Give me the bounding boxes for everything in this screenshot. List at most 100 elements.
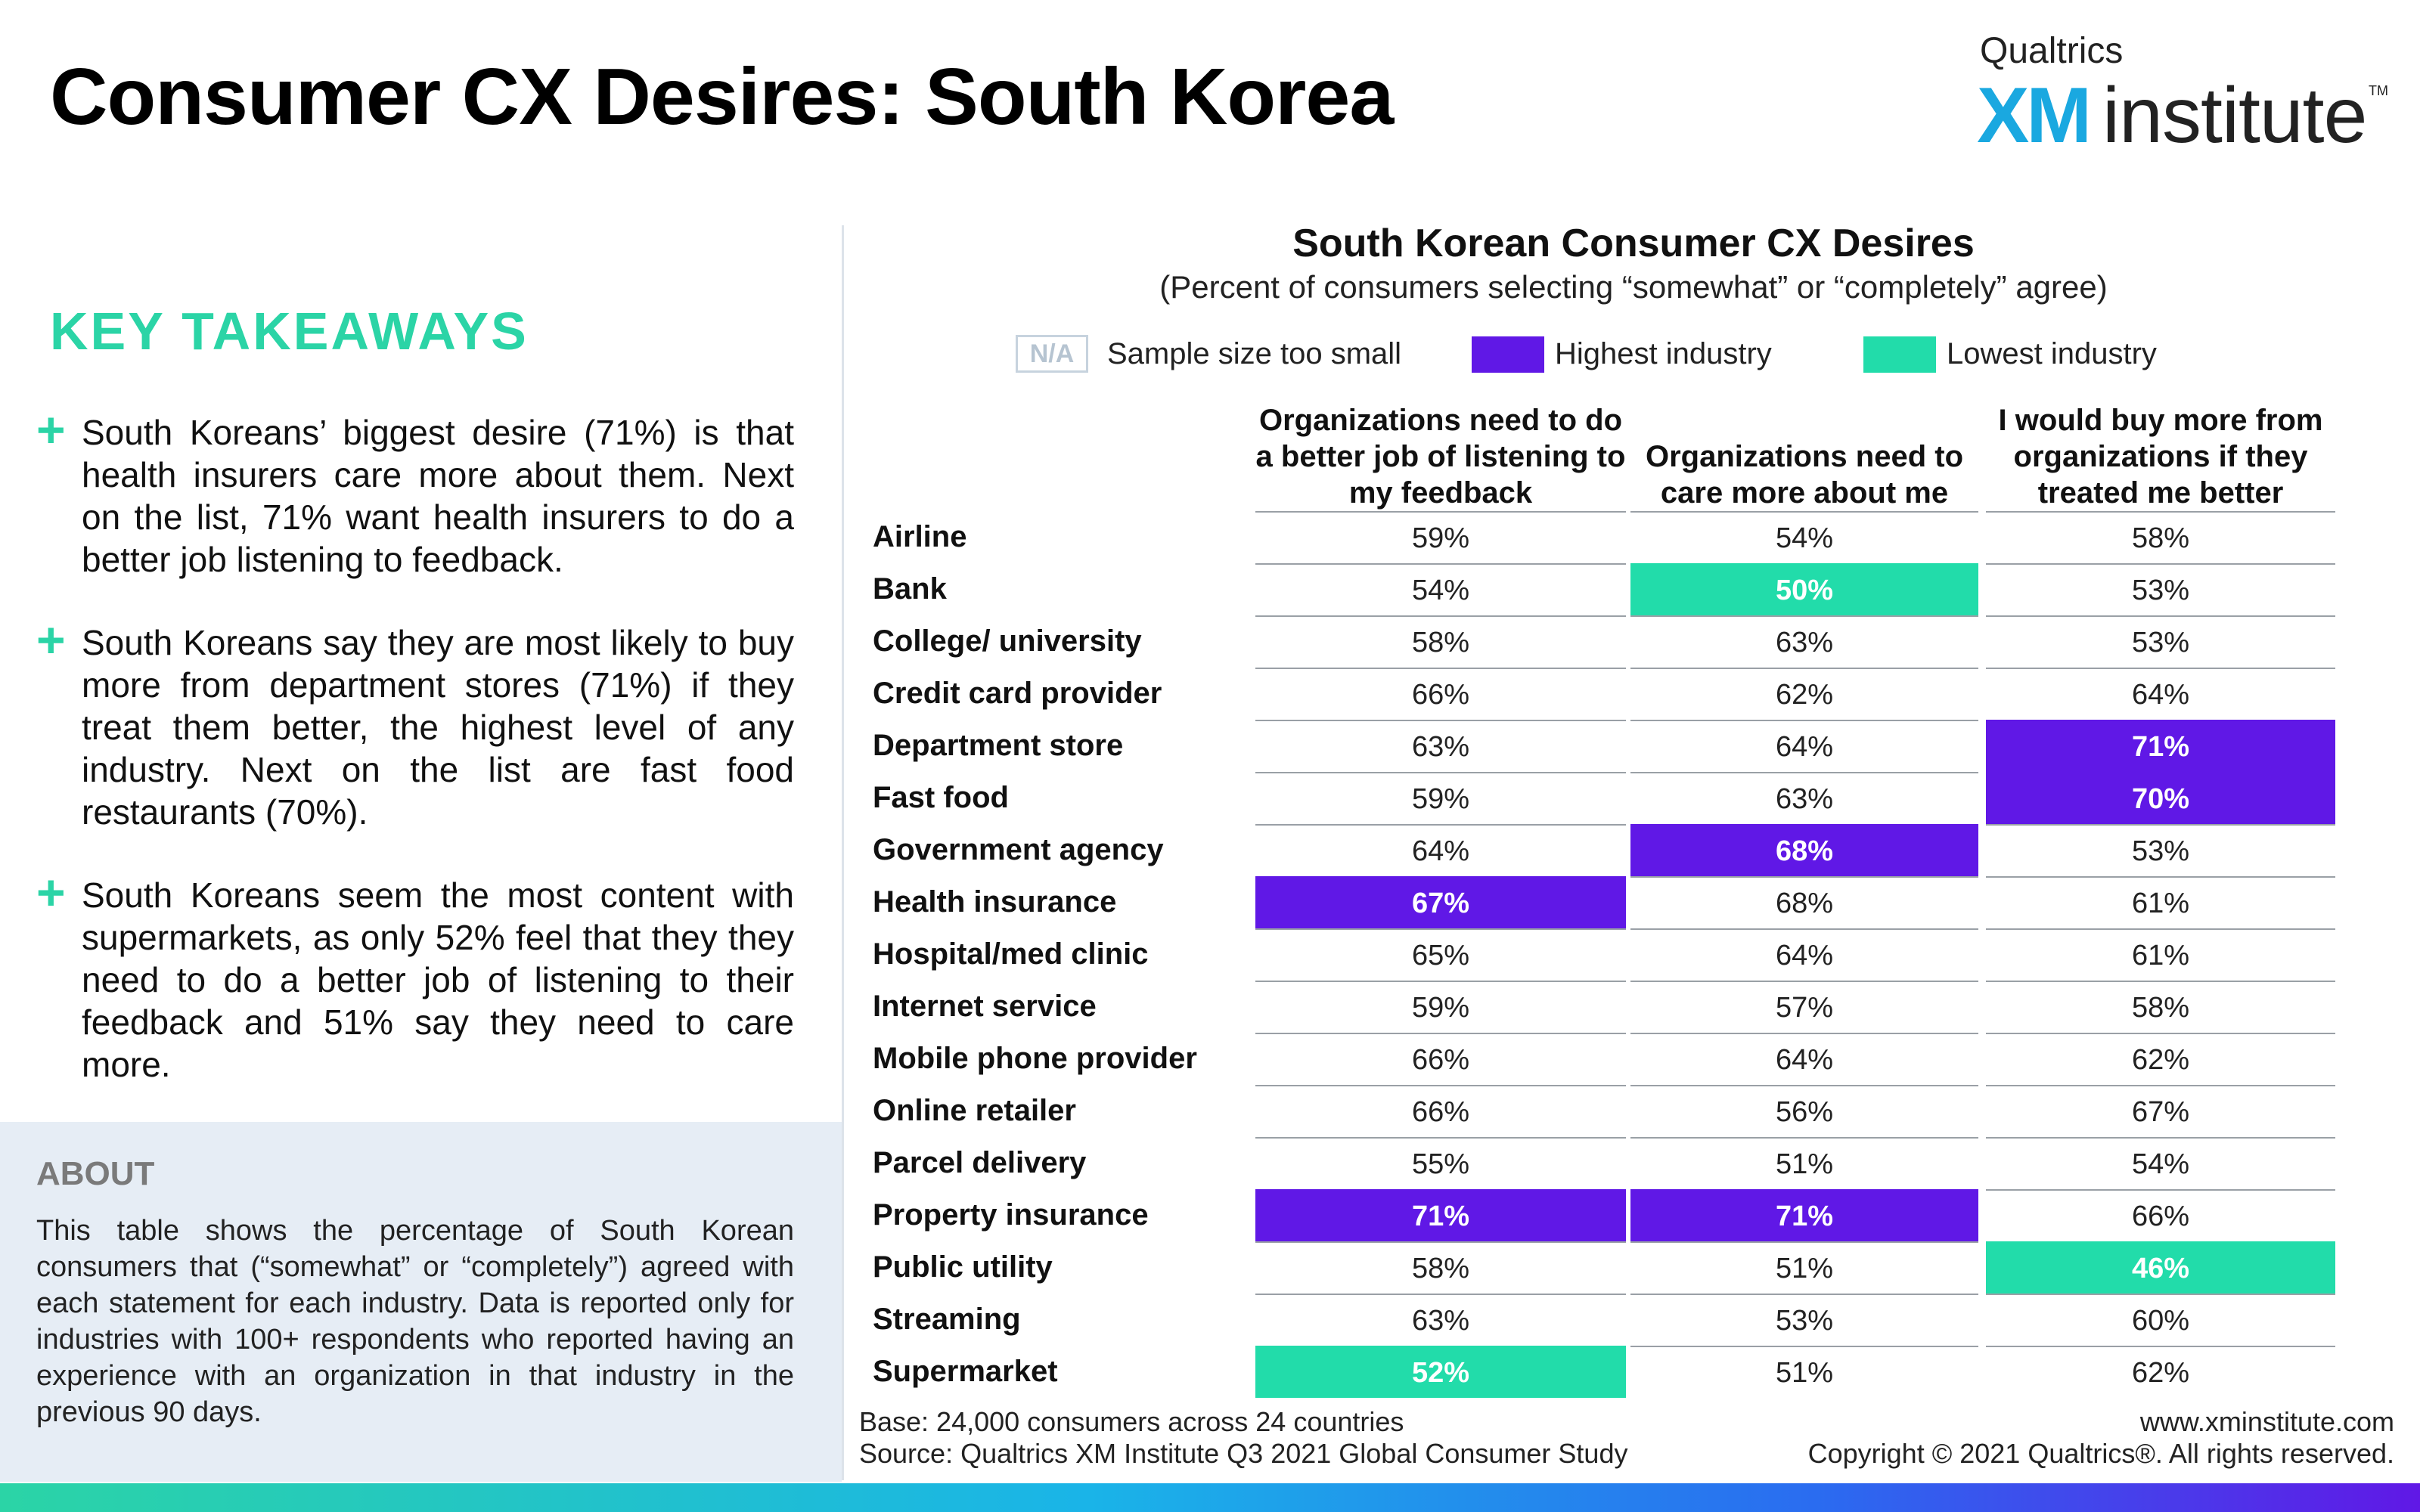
table-row: Parcel delivery 55% 51% 54% — [862, 1137, 2375, 1189]
table-row: Government agency 64% 68% 53% — [862, 824, 2375, 876]
table-cell: 58% — [1986, 511, 2335, 563]
table-cell: 53% — [1630, 1294, 1978, 1346]
about-panel — [0, 1122, 842, 1482]
table-cell: 65% — [1255, 928, 1626, 981]
key-takeaways-heading: KEY TAKEAWAYS — [50, 302, 529, 361]
table-cell: 51% — [1630, 1346, 1978, 1398]
industry-label: Online retailer — [873, 1094, 1076, 1127]
table-row: Hospital/med clinic 65% 64% 61% — [862, 928, 2375, 981]
footer-base-text: Base: 24,000 consumers across 24 countri… — [859, 1406, 1404, 1437]
table-cell: 63% — [1630, 615, 1978, 668]
industry-label: Streaming — [873, 1303, 1021, 1336]
table-cell: 68% — [1630, 876, 1978, 928]
table-cell: 58% — [1986, 981, 2335, 1033]
about-heading: ABOUT — [36, 1155, 155, 1192]
table-cell: 64% — [1255, 824, 1626, 876]
logo-qualtrics-text: Qualtrics — [1980, 31, 2124, 71]
table-cell: 54% — [1255, 563, 1626, 615]
table-row: Mobile phone provider 66% 64% 62% — [862, 1033, 2375, 1085]
table-row: Airline 59% 54% 58% — [862, 511, 2375, 563]
table-cell: 55% — [1255, 1137, 1626, 1189]
table-cell: 51% — [1630, 1241, 1978, 1294]
logo-trademark: TM — [2369, 83, 2388, 98]
table-cell: 67% — [1986, 1085, 2335, 1137]
xm-institute-logo: Qualtrics XM institute TM — [1977, 29, 2388, 160]
table-cell: 63% — [1255, 720, 1626, 772]
industry-label: Property insurance — [873, 1198, 1149, 1232]
table-cell: 64% — [1986, 668, 2335, 720]
table-row: Department store 63% 64% 71% — [862, 720, 2375, 772]
table-cell: 66% — [1255, 1033, 1626, 1085]
industry-label: Credit card provider — [873, 677, 1162, 710]
table-cell: 60% — [1986, 1294, 2335, 1346]
table-row: Fast food 59% 63% 70% — [862, 772, 2375, 824]
table-title: South Korean Consumer CX Desires — [1292, 222, 1975, 265]
industry-label: Supermarket — [873, 1355, 1058, 1388]
legend-highest-swatch — [1472, 336, 1544, 373]
table-cell: 66% — [1986, 1189, 2335, 1241]
table-cell: 58% — [1255, 615, 1626, 668]
table-row: Online retailer 66% 56% 67% — [862, 1085, 2375, 1137]
industry-label: Public utility — [873, 1250, 1053, 1284]
takeaway-item: + South Koreans say they are most likely… — [36, 612, 794, 833]
table-row: Bank 54% 50% 53% — [862, 563, 2375, 615]
table-cell: 68% — [1630, 824, 1978, 876]
page-title: Consumer CX Desires: South Korea — [50, 52, 1394, 141]
table-cell: 59% — [1255, 511, 1626, 563]
column-header-care: Organizations need to care more about me — [1645, 440, 1964, 510]
table-cell: 63% — [1255, 1294, 1626, 1346]
about-text: This table shows the percentage of South… — [36, 1215, 794, 1428]
industry-label: Mobile phone provider — [873, 1042, 1197, 1075]
footer-website: www.xminstitute.com — [2139, 1406, 2394, 1437]
industry-label: Hospital/med clinic — [873, 937, 1149, 971]
table-cell: 64% — [1630, 1033, 1978, 1085]
bottom-gradient-bar — [0, 1483, 2420, 1512]
takeaway-text: South Koreans seem the most content with… — [82, 875, 794, 1084]
table-cell: 59% — [1255, 772, 1626, 824]
table-subtitle: (Percent of consumers selecting “somewha… — [1159, 269, 2108, 305]
plus-icon: + — [36, 401, 66, 457]
table-cell: 64% — [1630, 928, 1978, 981]
takeaway-text: South Koreans say they are most likely t… — [82, 623, 794, 832]
legend-lowest-swatch — [1863, 336, 1936, 373]
table-row: Health insurance 67% 68% 61% — [862, 876, 2375, 928]
table-cell: 66% — [1255, 668, 1626, 720]
table-cell: 62% — [1986, 1346, 2335, 1398]
takeaway-item: + South Koreans seem the most content wi… — [36, 864, 794, 1086]
table-cell: 62% — [1630, 668, 1978, 720]
table-cell: 71% — [1986, 720, 2335, 772]
industry-label: Health insurance — [873, 885, 1117, 919]
table-cell: 57% — [1630, 981, 1978, 1033]
table-cell: 56% — [1630, 1085, 1978, 1137]
table-cell: 53% — [1986, 824, 2335, 876]
takeaway-text: South Koreans’ biggest desire (71%) is t… — [82, 413, 794, 579]
logo-institute-text: institute — [2102, 72, 2367, 160]
table-cell: 46% — [1986, 1241, 2335, 1294]
industry-label: Bank — [873, 572, 947, 606]
footer-copyright: Copyright © 2021 Qualtrics®. All rights … — [1807, 1438, 2394, 1469]
table-cell: 51% — [1630, 1137, 1978, 1189]
table-row: Supermarket 52% 51% 62% — [862, 1346, 2375, 1398]
table-cell: 59% — [1255, 981, 1626, 1033]
table-cell: 66% — [1255, 1085, 1626, 1137]
table-cell: 53% — [1986, 615, 2335, 668]
table-row: Internet service 59% 57% 58% — [862, 981, 2375, 1033]
table-cell: 71% — [1255, 1189, 1626, 1241]
table-cell: 58% — [1255, 1241, 1626, 1294]
table-cell: 54% — [1986, 1137, 2335, 1189]
table-cell: 63% — [1630, 772, 1978, 824]
legend-lowest-label: Lowest industry — [1947, 337, 2157, 370]
table-cell: 53% — [1986, 563, 2335, 615]
desires-table: Airline 59% 54% 58% Bank 54% 50% 53% College/ un… — [862, 511, 2375, 1398]
table-cell: 67% — [1255, 876, 1626, 928]
footer-source: Base: 24,000 consumers across 24 countri… — [859, 1406, 1627, 1470]
legend-na-badge: N/A — [1016, 335, 1088, 373]
table-cell: 71% — [1630, 1189, 1978, 1241]
table-cell: 70% — [1986, 772, 2335, 824]
footer-credits: www.xminstitute.com Copyright © 2021 Qua… — [1808, 1406, 2394, 1470]
table-cell: 64% — [1630, 720, 1978, 772]
legend-highest-label: Highest industry — [1555, 337, 1772, 370]
column-divider — [842, 225, 844, 1480]
column-header-buy-more: I would buy more from organizations if t… — [1998, 404, 2323, 510]
industry-label: College/ university — [873, 624, 1142, 658]
